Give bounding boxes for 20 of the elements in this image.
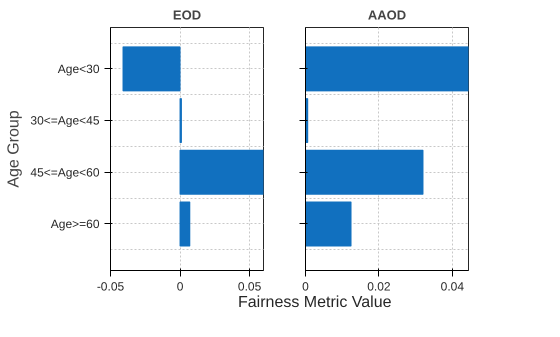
chart-title: AAOD — [368, 8, 406, 22]
y-tick-label: 45<=Age<60 — [30, 165, 100, 180]
y-tick-label: 30<=Age<45 — [30, 114, 100, 128]
x-tick-label: 0 — [302, 280, 310, 294]
y-tick-label: Age>=60 — [50, 216, 100, 231]
bar — [180, 150, 264, 195]
bar — [122, 46, 181, 92]
y-axis-title: Age Group — [5, 110, 22, 188]
bar — [306, 150, 424, 195]
x-tick-label: 0.04 — [440, 280, 464, 294]
x-tick-label: 0.02 — [367, 280, 391, 294]
bar — [306, 201, 352, 246]
x-tick-label: 0.05 — [238, 280, 262, 294]
y-tick-label: Age<30 — [58, 62, 100, 76]
x-tick-label: -0.05 — [96, 280, 124, 294]
chart-title: EOD — [172, 8, 202, 22]
x-axis-title: Fairness Metric Value — [238, 293, 392, 313]
x-tick-label: 0 — [176, 280, 184, 294]
bar — [306, 46, 468, 92]
bar — [180, 201, 190, 246]
